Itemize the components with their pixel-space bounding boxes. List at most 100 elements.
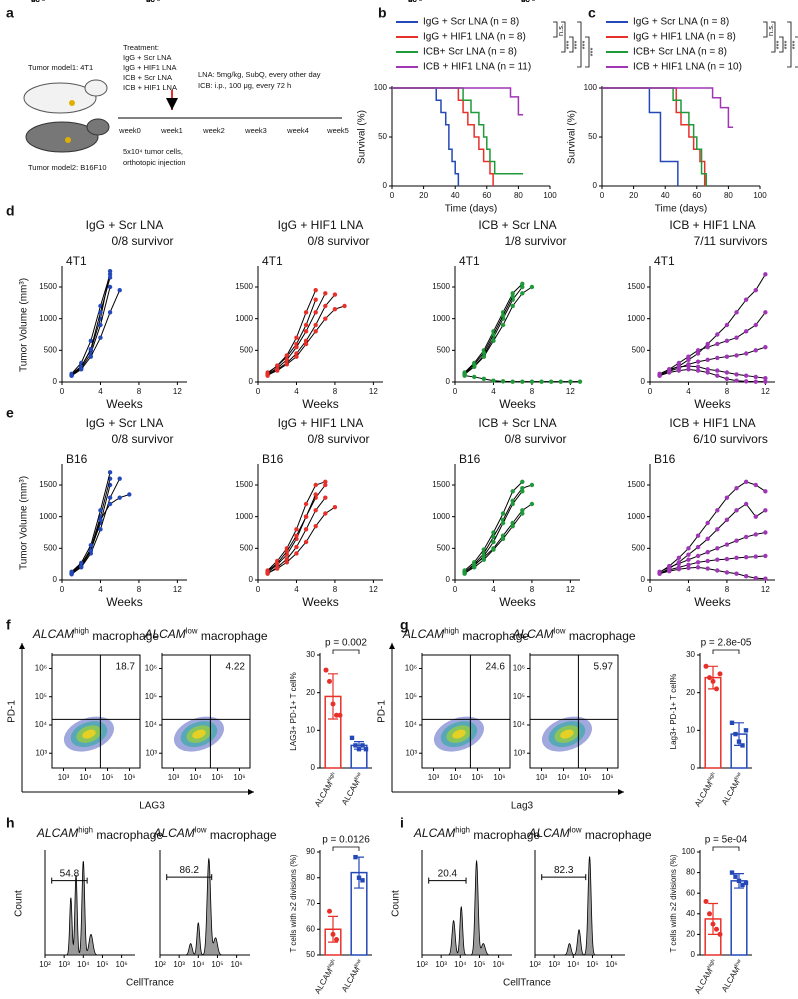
growth-point bbox=[510, 501, 515, 507]
growth-point bbox=[763, 310, 768, 315]
data-point bbox=[710, 921, 716, 927]
chart-title: ICB + HIF1 LNA bbox=[669, 218, 755, 232]
growth-point bbox=[117, 476, 122, 481]
growth-point bbox=[98, 322, 103, 328]
growth-point bbox=[510, 303, 515, 309]
y-tick-label: 0 bbox=[446, 575, 451, 584]
growth-point bbox=[686, 357, 691, 363]
error-bar bbox=[328, 915, 338, 943]
growth-point bbox=[313, 329, 318, 334]
y-tick-label: 1500 bbox=[432, 282, 450, 291]
x-tick-label: 8 bbox=[137, 585, 142, 594]
growth-point bbox=[763, 530, 768, 535]
density-cloud bbox=[452, 729, 466, 739]
growth-point bbox=[491, 378, 496, 383]
plot-frame bbox=[421, 654, 511, 769]
x-tick-label: ALCAMlow bbox=[340, 771, 366, 806]
growth-point bbox=[695, 560, 701, 565]
chart-title: ALCAMlow macrophage bbox=[527, 826, 651, 843]
text-part: macrophage bbox=[89, 629, 159, 643]
y-tick-label: 60 bbox=[146, 0, 155, 4]
data-point bbox=[714, 686, 719, 692]
x-tick-label: 80 bbox=[514, 191, 523, 200]
chart-title: ALCAMlow macrophage bbox=[152, 826, 276, 843]
p-value: p = 0.0126 bbox=[322, 835, 370, 846]
chart-title: IgG + Scr LNA bbox=[86, 218, 164, 232]
y-tick-label: 10⁵ bbox=[145, 692, 157, 701]
text-part: ALCAM bbox=[143, 627, 185, 641]
growth-point bbox=[98, 508, 103, 513]
panel-label: i bbox=[400, 815, 404, 831]
x-tick-label: 10⁴ bbox=[77, 960, 90, 969]
x-axis-label: Weeks bbox=[694, 595, 730, 609]
growth-point bbox=[705, 344, 710, 350]
text-part: macrophage bbox=[566, 629, 636, 643]
growth-point bbox=[462, 370, 467, 376]
growth-point bbox=[686, 363, 691, 369]
histogram-shape bbox=[535, 856, 625, 956]
growth-point bbox=[491, 539, 496, 545]
data-point bbox=[349, 735, 355, 741]
chart-subtitle: 0/8 survivor bbox=[307, 432, 369, 446]
text-part: ALCAM bbox=[340, 778, 362, 807]
growth-point bbox=[520, 511, 525, 516]
growth-point bbox=[734, 335, 739, 340]
chart-title: ALCAMhigh macrophage bbox=[36, 826, 163, 843]
x-tick-label: 12 bbox=[173, 387, 182, 396]
growth-point bbox=[472, 362, 477, 367]
growth-point bbox=[724, 338, 730, 344]
x-tick-label: 0 bbox=[648, 387, 653, 396]
x-tick-label: 10⁶ bbox=[606, 960, 618, 969]
x-tick-label: 12 bbox=[566, 585, 575, 594]
text-part: ALCAM bbox=[340, 965, 362, 994]
data-point bbox=[360, 878, 365, 883]
x-tick-label: ALCAMlow bbox=[340, 958, 366, 993]
text-part: low bbox=[734, 771, 743, 781]
growth-point bbox=[724, 495, 730, 500]
text-part: high bbox=[327, 771, 337, 783]
text-part: low bbox=[570, 826, 582, 835]
chart-title: ICB + HIF1 LNA bbox=[669, 416, 755, 430]
x-tick-label: 0 bbox=[453, 585, 458, 594]
data-point bbox=[733, 874, 738, 879]
growth-point bbox=[686, 354, 691, 359]
growth-point bbox=[715, 568, 720, 573]
x-tick-label: 10³ bbox=[548, 960, 560, 969]
mouse-head bbox=[86, 118, 110, 136]
growth-point bbox=[763, 553, 768, 559]
text-part: ALCAM bbox=[36, 826, 78, 840]
data-point bbox=[353, 743, 358, 748]
error-bar bbox=[708, 902, 718, 935]
text-part: ALCAM bbox=[693, 967, 715, 996]
sig-label: *** bbox=[782, 41, 791, 50]
y-tick-label: 1500 bbox=[235, 282, 253, 291]
gate-percent: 20.4 bbox=[438, 868, 458, 879]
x-axis-label: Weeks bbox=[499, 595, 535, 609]
data-point bbox=[703, 898, 709, 904]
chart-subtitle: 1/8 survivor bbox=[504, 234, 566, 248]
x-tick-label: 10⁵ bbox=[471, 773, 483, 782]
y-tick-label: 10⁶ bbox=[35, 664, 47, 673]
growth-point bbox=[695, 533, 701, 538]
growth-point bbox=[303, 329, 309, 334]
y-tick-label: 500 bbox=[632, 345, 646, 354]
growth-point bbox=[500, 322, 506, 328]
growth-point bbox=[98, 517, 103, 523]
growth-point bbox=[695, 351, 701, 356]
growth-point bbox=[529, 482, 535, 488]
text-part: low bbox=[195, 826, 207, 835]
growth-point bbox=[332, 292, 338, 297]
y-axis-label: T cells with ≥2 divisions (%) bbox=[289, 854, 298, 952]
growth-point bbox=[743, 555, 749, 560]
text-part: ALCAM bbox=[402, 627, 444, 641]
growth-point bbox=[676, 360, 682, 366]
y-tick-label: 20 bbox=[408, 0, 417, 4]
y-tick-label: 20 bbox=[306, 688, 315, 697]
y-tick-label: 60 bbox=[31, 0, 40, 4]
growth-point bbox=[500, 520, 506, 526]
x-tick-label: 10⁵ bbox=[211, 773, 223, 782]
x-tick-label: 10⁴ bbox=[449, 773, 462, 782]
x-axis-label: CellTrance bbox=[503, 978, 551, 989]
schematic: Tumor model1: 4T1 Tumor model2: B16F10 T… bbox=[23, 43, 349, 172]
y-tick-label: 0 bbox=[446, 377, 451, 386]
